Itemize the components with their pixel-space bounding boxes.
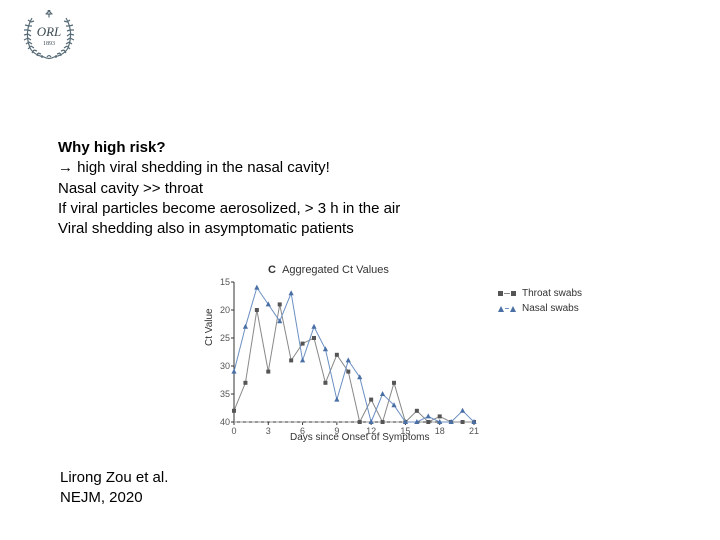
legend-item-nasal: Nasal swabs: [498, 303, 582, 314]
orl-logo: ORL 1893: [18, 10, 80, 60]
citation-line-1: Lirong Zou et al.: [60, 468, 168, 488]
x-tick: 0: [231, 426, 236, 436]
text-line-4: Viral shedding also in asymptomatic pati…: [58, 219, 400, 239]
y-tick: 40: [216, 417, 230, 427]
x-tick: 15: [400, 426, 410, 436]
logo-year: 1893: [43, 41, 55, 47]
text-line-3: If viral particles become aerosolized, >…: [58, 199, 400, 219]
main-text-block: Why high risk? → high viral shedding in …: [58, 138, 400, 239]
x-tick: 18: [435, 426, 445, 436]
y-tick: 15: [216, 277, 230, 287]
heading: Why high risk?: [58, 138, 400, 158]
ct-values-chart: C Aggregated Ct Values Ct Value Days sin…: [180, 264, 600, 450]
y-tick: 20: [216, 305, 230, 315]
chart-legend: Throat swabs Nasal swabs: [498, 288, 582, 318]
citation: Lirong Zou et al. NEJM, 2020: [60, 468, 168, 507]
y-axis-label: Ct Value: [204, 308, 215, 346]
text-line-1: → high viral shedding in the nasal cavit…: [58, 158, 400, 178]
y-tick: 25: [216, 333, 230, 343]
legend-label-nasal: Nasal swabs: [522, 303, 579, 314]
y-tick: 30: [216, 361, 230, 371]
logo-text: ORL: [37, 24, 62, 39]
legend-item-throat: Throat swabs: [498, 288, 582, 299]
citation-line-2: NEJM, 2020: [60, 488, 168, 508]
x-tick: 12: [366, 426, 376, 436]
x-tick: 3: [266, 426, 271, 436]
y-tick: 35: [216, 389, 230, 399]
panel-label: C: [268, 264, 276, 276]
plot-area: 152025303540036912151821: [234, 282, 474, 422]
text-line-2: Nasal cavity >> throat: [58, 179, 400, 199]
x-tick: 6: [300, 426, 305, 436]
chart-title: C Aggregated Ct Values: [268, 264, 389, 276]
x-tick: 21: [469, 426, 479, 436]
x-tick: 9: [334, 426, 339, 436]
panel-title: Aggregated Ct Values: [282, 264, 389, 276]
legend-label-throat: Throat swabs: [522, 288, 582, 299]
